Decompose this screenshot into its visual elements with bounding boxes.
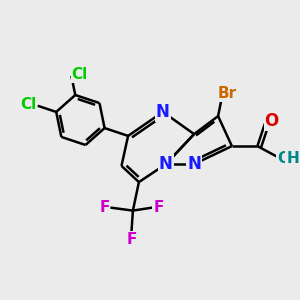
Text: O: O (264, 112, 279, 130)
Text: Cl: Cl (72, 67, 88, 82)
Text: Cl: Cl (20, 97, 36, 112)
Text: O: O (277, 151, 290, 166)
Text: F: F (99, 200, 110, 215)
Text: H: H (286, 151, 299, 166)
Text: F: F (126, 232, 136, 247)
Text: N: N (187, 155, 201, 173)
Text: Br: Br (218, 86, 237, 101)
Text: N: N (156, 103, 170, 121)
Text: F: F (153, 200, 164, 215)
Text: N: N (159, 155, 173, 173)
